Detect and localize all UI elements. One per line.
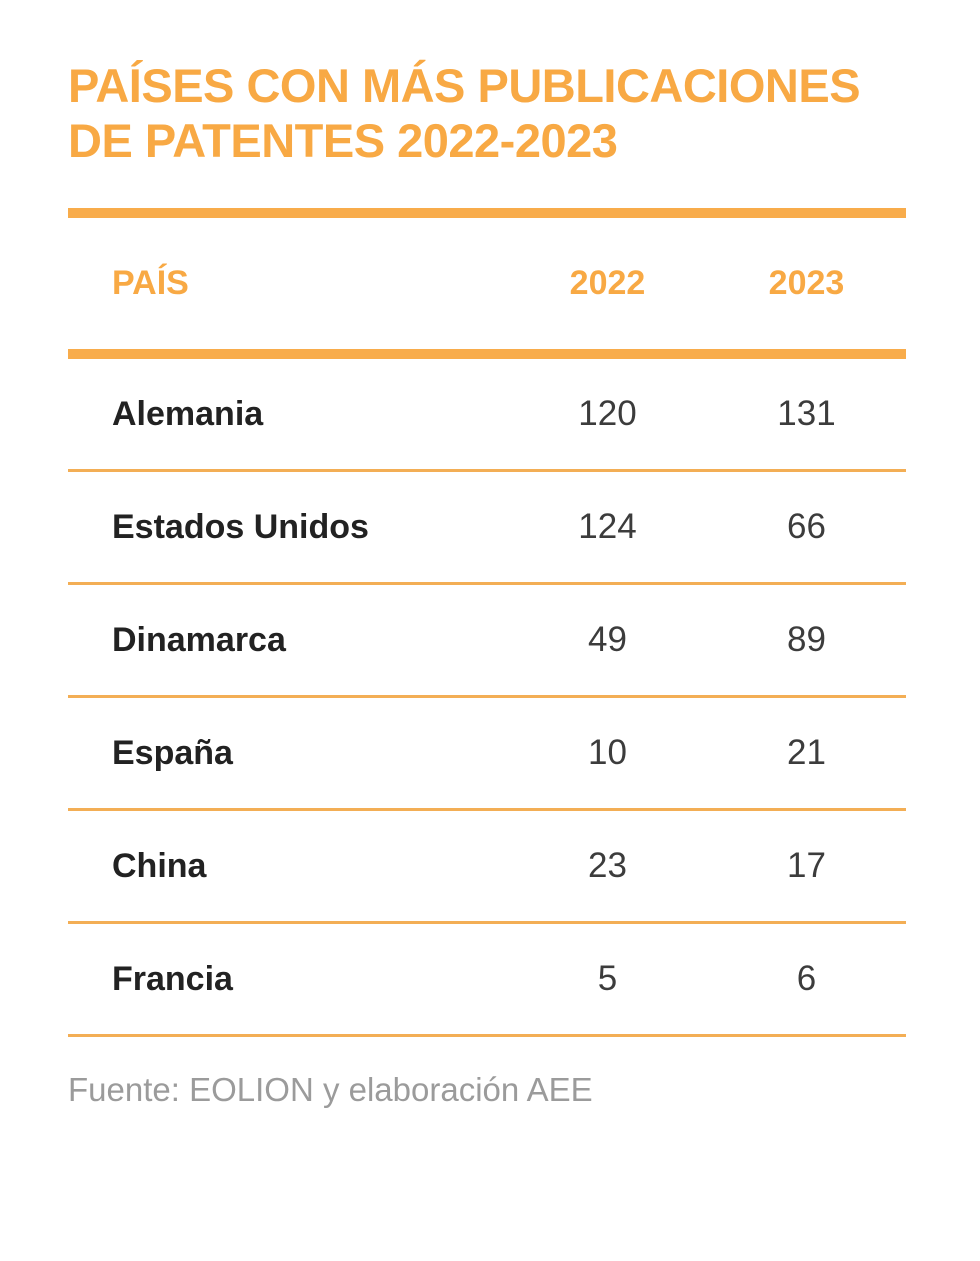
page-title-line-2: DE PATENTES 2022-2023 xyxy=(68,114,618,167)
header-divider xyxy=(68,349,906,359)
top-divider xyxy=(68,208,906,218)
value-2023: 89 xyxy=(787,620,826,659)
value-2022: 10 xyxy=(588,733,627,772)
value-2023: 17 xyxy=(787,846,826,885)
value-2023: 66 xyxy=(787,507,826,546)
column-header-2023: 2023 xyxy=(768,264,845,302)
country-label: España xyxy=(112,733,233,772)
source-attribution: Fuente: EOLION y elaboración AEE xyxy=(68,1071,593,1108)
value-2022: 49 xyxy=(588,620,627,659)
country-label: Francia xyxy=(112,959,233,998)
value-2023: 21 xyxy=(787,733,826,772)
country-label: Dinamarca xyxy=(112,620,286,659)
country-label: China xyxy=(112,846,207,885)
table-row-francia: Francia 5 6 xyxy=(68,924,906,1037)
value-2023: 131 xyxy=(777,394,836,433)
value-2022: 124 xyxy=(578,507,637,546)
column-header-country: PAÍS xyxy=(112,264,189,302)
column-header-2022: 2022 xyxy=(569,264,646,302)
value-2022: 23 xyxy=(588,846,627,885)
page-title: PAÍSES CON MÁS PUBLICACIONES DE PATENTES… xyxy=(68,58,906,168)
country-label: Estados Unidos xyxy=(112,507,369,546)
value-2022: 5 xyxy=(597,959,618,998)
value-2023: 6 xyxy=(796,959,817,998)
table-row-alemania: Alemania 120 131 xyxy=(68,359,906,472)
country-label: Alemania xyxy=(112,394,264,433)
table-row-china: China 23 17 xyxy=(68,811,906,924)
content-column: PAÍSES CON MÁS PUBLICACIONES DE PATENTES… xyxy=(68,0,906,1109)
table-row-dinamarca: Dinamarca 49 89 xyxy=(68,585,906,698)
table-row-estados-unidos: Estados Unidos 124 66 xyxy=(68,472,906,585)
page-title-line-1: PAÍSES CON MÁS PUBLICACIONES xyxy=(68,59,861,112)
table-row-espana: España 10 21 xyxy=(68,698,906,811)
table-header-row: PAÍS 2022 2023 xyxy=(68,218,906,349)
value-2022: 120 xyxy=(578,394,637,433)
